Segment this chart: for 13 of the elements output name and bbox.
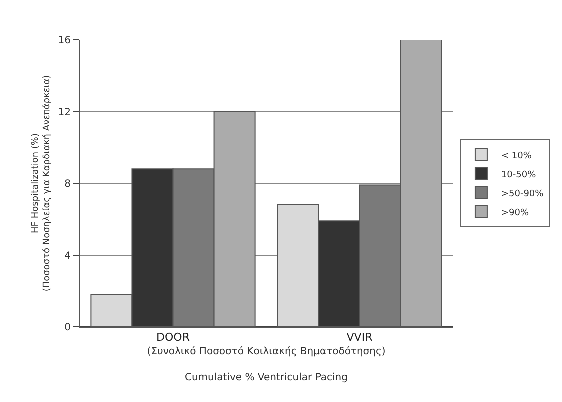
y-tick-label: 8	[64, 179, 71, 190]
y-tick-label: 16	[58, 36, 71, 46]
x-tick-label: VVIR	[346, 331, 374, 344]
text: (Συνολικό Ποσοστό Κοιλιακής Βηματοδότησης) Cumulative % Ventricular Pacing	[147, 346, 386, 384]
x-tick-label: DOOR	[156, 331, 190, 344]
y-tick-label: 12	[58, 107, 71, 118]
legend-label: >90%	[501, 208, 530, 219]
y-axis-title: HF Hospitalization (%) (Ποσοστό Νοσηλείας για Καρδιακή Ανεπάρκεια)	[30, 75, 53, 292]
y-tick-label: 0	[64, 322, 71, 334]
y-tick-label: 4	[64, 250, 71, 262]
legend-label: 10-50%	[501, 170, 537, 181]
legend-label: >50-90%	[501, 190, 544, 200]
legend-label: < 10%	[501, 152, 532, 162]
